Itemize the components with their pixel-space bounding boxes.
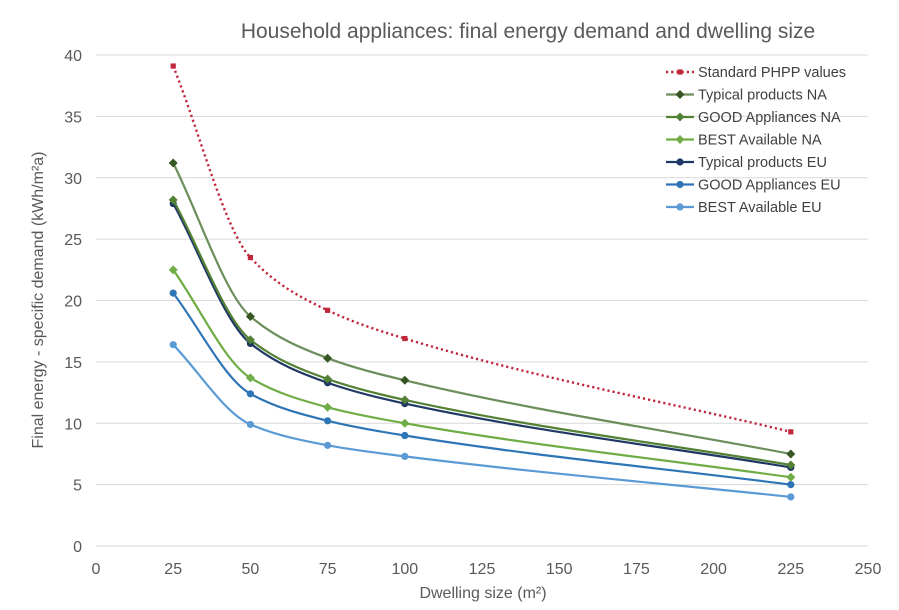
gridlines bbox=[96, 54, 868, 547]
x-tick-label: 125 bbox=[469, 561, 496, 578]
x-tick-label: 50 bbox=[242, 561, 260, 578]
data-point bbox=[400, 418, 410, 428]
data-point bbox=[168, 265, 178, 275]
x-tick-label: 175 bbox=[623, 561, 650, 578]
data-point bbox=[324, 441, 332, 449]
legend-swatch-marker bbox=[676, 158, 684, 166]
series-best-available-eu bbox=[169, 341, 795, 501]
data-point bbox=[402, 335, 408, 342]
series-line bbox=[172, 162, 792, 456]
legend-entry: Typical products NA bbox=[666, 88, 827, 104]
data-point bbox=[170, 63, 176, 69]
data-point bbox=[788, 429, 794, 435]
x-axis-ticks: 0 25 50 75 100 125 150 175 200 225 250 bbox=[92, 561, 882, 578]
y-tick-label: 25 bbox=[64, 232, 82, 249]
data-point bbox=[169, 289, 177, 297]
legend-label: Typical products EU bbox=[698, 155, 827, 171]
data-point bbox=[323, 402, 333, 412]
data-point bbox=[400, 375, 410, 385]
data-point bbox=[787, 493, 795, 501]
series-good-appliances-eu bbox=[169, 289, 795, 489]
legend-entry: GOOD Appliances NA bbox=[666, 110, 841, 126]
x-tick-label: 100 bbox=[391, 561, 418, 578]
x-tick-label: 200 bbox=[700, 561, 727, 578]
data-point bbox=[324, 417, 332, 425]
y-tick-label: 40 bbox=[64, 48, 82, 65]
legend-swatch-marker bbox=[676, 180, 684, 189]
data-point bbox=[786, 472, 796, 482]
legend-entry: Typical products EU bbox=[666, 155, 827, 171]
y-tick-label: 0 bbox=[73, 539, 82, 556]
data-point bbox=[401, 452, 409, 460]
x-tick-label: 0 bbox=[92, 561, 101, 578]
x-tick-label: 225 bbox=[777, 561, 804, 578]
legend-swatch-marker bbox=[675, 135, 685, 144]
y-tick-label: 15 bbox=[64, 355, 82, 372]
data-point bbox=[247, 254, 253, 261]
legend-entry: BEST Available NA bbox=[666, 133, 822, 149]
data-point bbox=[245, 311, 255, 321]
legend: Standard PHPP values Typical products NA G… bbox=[666, 65, 846, 216]
y-tick-label: 5 bbox=[73, 478, 82, 495]
series-good-appliances-na bbox=[168, 195, 796, 470]
series-line bbox=[172, 292, 791, 486]
legend-swatch-marker bbox=[675, 90, 685, 99]
chart-title: Household appliances: final energy deman… bbox=[241, 20, 815, 43]
series-line bbox=[172, 269, 791, 479]
legend-entry: BEST Available EU bbox=[666, 200, 822, 216]
data-point bbox=[169, 341, 177, 349]
data-point bbox=[245, 373, 255, 383]
series-line bbox=[172, 202, 791, 469]
legend-label: Standard PHPP values bbox=[698, 65, 846, 81]
y-axis-label: Final energy - specific demand (kWh/m²a) bbox=[30, 152, 47, 449]
y-tick-label: 35 bbox=[64, 109, 82, 126]
x-tick-label: 25 bbox=[164, 561, 182, 578]
legend-entry: Standard PHPP values bbox=[666, 65, 846, 81]
x-tick-label: 250 bbox=[855, 561, 882, 578]
y-tick-label: 30 bbox=[64, 171, 82, 188]
data-point bbox=[786, 460, 796, 470]
y-tick-label: 20 bbox=[64, 294, 82, 311]
data-point bbox=[323, 353, 333, 363]
series-line bbox=[172, 199, 791, 467]
legend-swatch-marker bbox=[677, 69, 683, 75]
series-standard-phpp-values bbox=[170, 63, 794, 435]
data-point bbox=[787, 481, 795, 489]
data-point bbox=[168, 195, 178, 205]
legend-swatch-marker bbox=[676, 203, 684, 211]
x-tick-label: 150 bbox=[546, 561, 573, 578]
legend-entry: GOOD Appliances EU bbox=[666, 178, 841, 194]
y-axis-ticks: 0 5 10 15 20 25 30 35 40 bbox=[64, 48, 82, 556]
series-line bbox=[172, 65, 792, 434]
data-point bbox=[245, 335, 255, 345]
series-best-available-na bbox=[168, 265, 796, 482]
x-tick-label: 75 bbox=[319, 561, 337, 578]
legend-swatch-marker bbox=[675, 112, 685, 122]
legend-label: BEST Available EU bbox=[698, 200, 822, 216]
data-point bbox=[323, 374, 333, 384]
data-point bbox=[246, 390, 254, 398]
legend-label: Typical products NA bbox=[698, 88, 827, 104]
data-point bbox=[246, 420, 254, 429]
x-axis-label: Dwelling size (m²) bbox=[419, 585, 546, 602]
series-lines bbox=[168, 63, 796, 501]
legend-label: GOOD Appliances NA bbox=[698, 110, 841, 126]
legend-label: GOOD Appliances EU bbox=[698, 178, 841, 194]
data-point bbox=[400, 395, 410, 405]
y-tick-label: 10 bbox=[64, 416, 82, 433]
series-line bbox=[172, 343, 791, 498]
data-point bbox=[168, 158, 178, 168]
data-point bbox=[401, 431, 409, 440]
data-point bbox=[786, 449, 796, 459]
series-typical-products-na bbox=[168, 158, 796, 459]
data-point bbox=[325, 307, 331, 313]
legend-label: BEST Available NA bbox=[698, 133, 822, 149]
